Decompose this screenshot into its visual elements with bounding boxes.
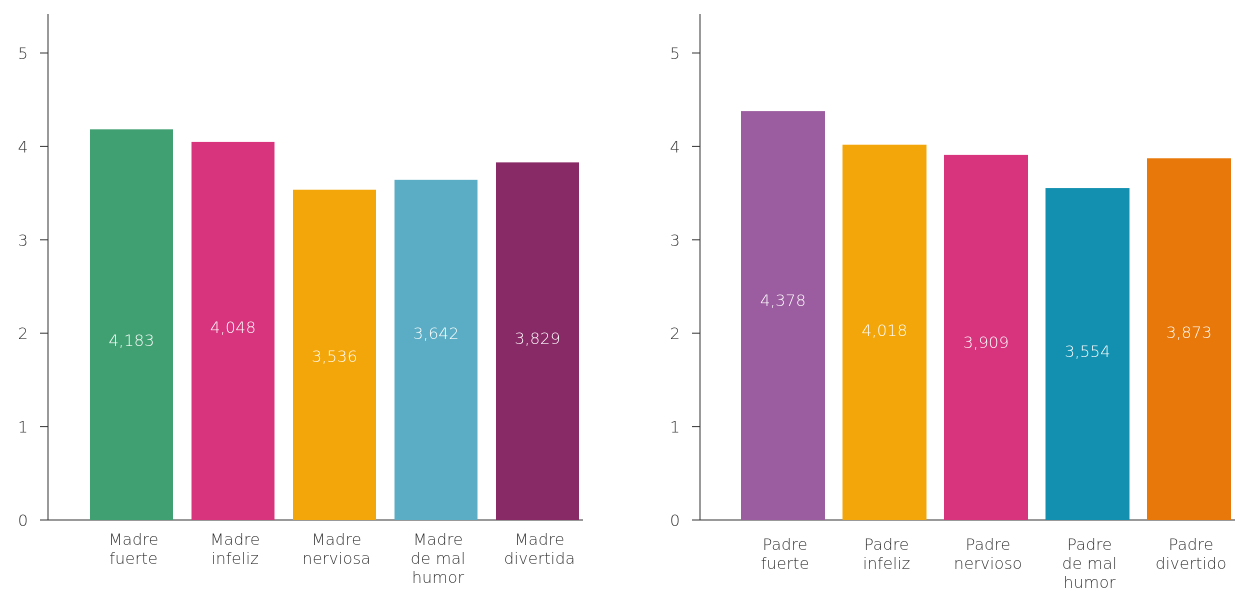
- madre-y-tick-label: 2: [18, 324, 28, 343]
- madre-bar-chart: 0 1 2 3 4 5 4,183 Madre fuerte 4,048 Madre infeliz 3…: [18, 14, 583, 587]
- padre-value-label: 4,378: [760, 291, 806, 310]
- madre-y-tick-label: 4: [18, 137, 28, 156]
- padre-value-label: 3,554: [1065, 342, 1111, 361]
- padre-bar: [944, 154, 1028, 520]
- padre-y-tick-label: 1: [670, 418, 680, 437]
- padre-value-label: 3,873: [1166, 323, 1212, 342]
- padre-category-label: Padre infeliz: [863, 535, 910, 573]
- madre-category-label: Madre de mal humor: [411, 530, 466, 587]
- madre-value-label: 3,536: [312, 347, 358, 366]
- padre-y-tick-label: 4: [670, 137, 680, 156]
- padre-bar: [842, 144, 927, 520]
- padre-value-label: 4,018: [862, 321, 908, 340]
- madre-value-label: 4,048: [210, 318, 256, 337]
- padre-y-tick-label: 5: [670, 44, 680, 63]
- madre-category-label: Madre divertida: [504, 530, 575, 568]
- madre-category-label: Madre fuerte: [109, 530, 159, 568]
- padre-bar-chart: 0 1 2 3 4 5 4,378 Padre fuerte 4,018 Padre infeliz 3…: [670, 14, 1235, 592]
- madre-bar: [191, 141, 275, 520]
- madre-y-tick-label: 0: [18, 511, 28, 530]
- madre-y-tick-label: 5: [18, 44, 28, 63]
- padre-value-label: 3,909: [963, 333, 1009, 352]
- padre-category-label: Padre de mal humor: [1062, 535, 1117, 592]
- madre-value-label: 4,183: [109, 331, 155, 350]
- padre-bar: [741, 111, 825, 521]
- madre-bar: [394, 179, 478, 520]
- madre-bar: [293, 189, 376, 520]
- padre-y-tick-label: 0: [670, 511, 680, 530]
- padre-category-label: Padre fuerte: [761, 535, 809, 573]
- madre-bar: [496, 162, 579, 520]
- padre-bar: [1045, 188, 1130, 520]
- madre-value-label: 3,642: [413, 324, 459, 343]
- madre-bar: [90, 129, 173, 520]
- madre-value-label: 3,829: [515, 329, 561, 348]
- padre-category-label: Padre nervioso: [954, 535, 1022, 573]
- padre-category-label: Padre divertido: [1155, 535, 1226, 573]
- padre-y-tick-label: 3: [670, 231, 680, 250]
- madre-category-label: Madre nerviosa: [302, 530, 370, 568]
- madre-y-tick-label: 3: [18, 231, 28, 250]
- madre-category-label: Madre infeliz: [210, 530, 260, 568]
- madre-y-tick-label: 1: [18, 418, 28, 437]
- padre-bar: [1147, 158, 1231, 521]
- padre-y-tick-label: 2: [670, 324, 680, 343]
